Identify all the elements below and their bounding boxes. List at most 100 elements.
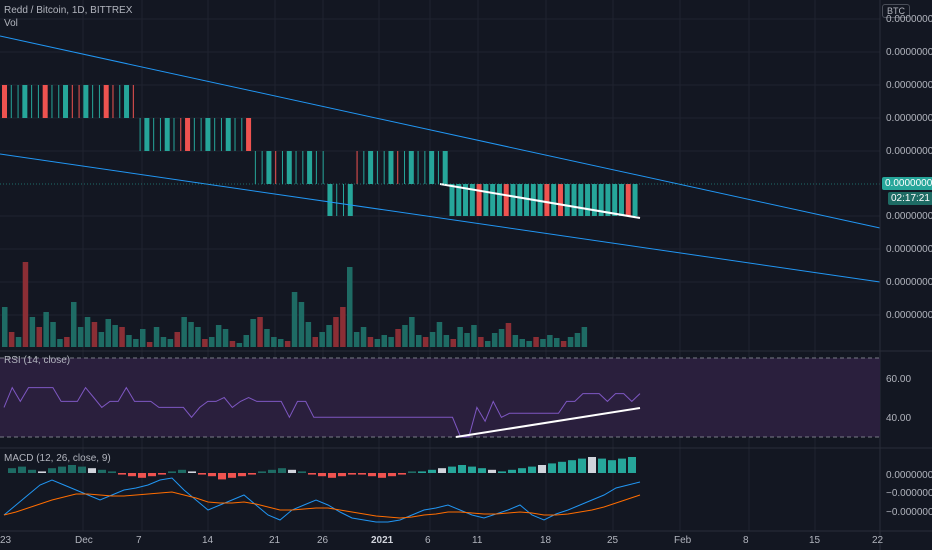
candle [510,184,516,216]
volume-bar [174,332,180,347]
macd-histogram-bar [158,473,166,475]
candle [63,85,69,118]
volume-bar [2,307,8,347]
volume-bar [416,335,422,347]
candle [585,184,591,216]
price-drawing-line[interactable] [439,183,641,219]
volume-bar [36,327,42,347]
macd-histogram-bar [448,466,456,473]
macd-histogram-bar [58,466,66,473]
macd-histogram-bar [108,471,116,473]
candle [225,118,231,151]
macd-histogram-bar [258,471,266,473]
candle [618,184,624,216]
time-tick: 15 [809,535,821,546]
volume-bar [409,317,415,347]
volume-bar [526,341,532,347]
channel-lower-line[interactable] [0,153,881,283]
macd-histogram-bar [318,473,326,477]
macd-histogram-bar [518,468,526,473]
macd-histogram-bar [18,466,26,473]
volume-bar [250,319,256,347]
volume-bar [443,335,450,347]
volume-bar [112,325,118,347]
volume-bar [271,337,277,347]
macd-histogram-bar [188,471,196,473]
macd-histogram-bar [268,469,276,473]
time-tick: Feb [674,535,692,546]
volume-bar [560,341,567,347]
macd-histogram-bar [498,471,506,473]
macd-histogram-bar [488,469,496,473]
macd-signal-line [3,491,641,519]
volume-bar [436,322,443,347]
macd-histogram-bar [348,473,356,475]
volume-bar [133,339,139,347]
candle [327,184,333,216]
price-tick: 0.00000003 [886,211,932,222]
candle [612,184,618,216]
price-tick: 0.00000001 [886,277,932,288]
volume-bar [485,341,491,347]
last-price-tag: 0.00000004 [882,177,932,190]
macd-histogram-bar [198,473,206,475]
macd-histogram-bar [148,473,156,477]
time-tick: 11 [472,535,483,546]
candle [598,184,604,216]
volume-bar [395,329,401,347]
volume-bar [64,337,70,347]
candle [408,151,414,184]
volume-legend[interactable]: Vol [4,18,18,29]
volume-bar [471,325,477,347]
macd-histogram-bar [618,458,626,473]
macd-histogram-bar [358,473,366,475]
rsi-drawing-line[interactable] [455,407,641,438]
price-tick: 0.00000008 [886,47,932,58]
volume-bar [402,325,408,347]
volume-bar [450,339,456,347]
candle [564,184,570,216]
macd-histogram-bar [428,469,436,473]
volume-bar [84,317,91,347]
currency-badge[interactable]: BTC [882,4,910,18]
macd-histogram-bar [388,473,396,477]
macd-histogram-bar [608,460,616,473]
volume-bar [153,327,160,347]
candle [185,118,191,151]
macd-histogram-bar [588,457,596,473]
volume-bar [547,335,553,347]
volume-bar [353,332,360,347]
volume-bar [464,333,470,347]
volume-bar [347,267,353,347]
rsi-legend[interactable]: RSI (14, close) [4,355,71,366]
macd-histogram-bar [228,473,236,478]
macd-histogram-bar [418,471,426,473]
candle [442,151,448,184]
candle [524,184,530,216]
candle [368,151,374,184]
volume-bar [278,339,284,347]
rsi-band [0,358,880,437]
candle [429,151,435,184]
macd-histogram [8,457,636,480]
volume-bar [429,332,436,347]
candle [124,85,130,118]
price-tick: 0.00000006 [886,113,932,124]
volume-bar [581,327,588,347]
volume-bar [374,339,381,347]
macd-histogram-bar [88,468,96,473]
macd-histogram-bar [308,473,316,475]
macd-histogram-bar [178,469,186,473]
volume-bar [22,262,29,347]
macd-legend[interactable]: MACD (12, 26, close, 9) [4,453,111,464]
candle [605,184,611,216]
macd-histogram-bar [68,465,76,473]
volume-bar [98,332,105,347]
volume-bar [333,317,339,347]
channel-upper-line[interactable] [0,35,881,229]
candle [483,184,489,216]
macd-histogram-bar [218,473,226,480]
symbol-legend[interactable]: Redd / Bitcoin, 1D, BITTREX [4,5,133,16]
